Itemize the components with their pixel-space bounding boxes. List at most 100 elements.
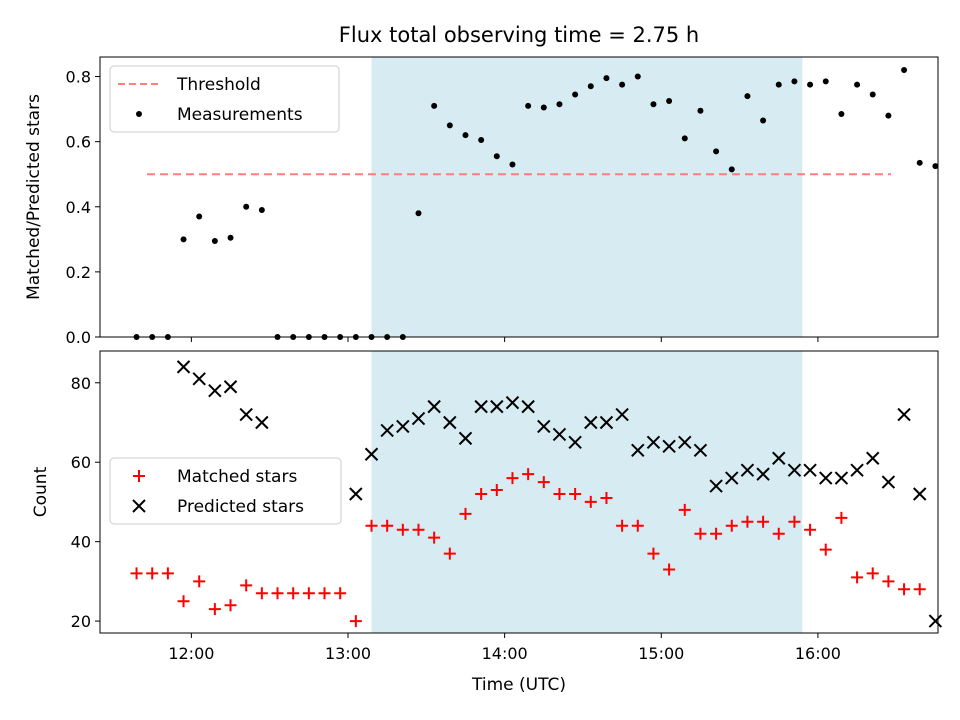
measurements-legend-swatch <box>136 111 142 117</box>
matched-star-points <box>130 468 926 628</box>
ratio-y-tick-label: 0.2 <box>66 263 91 282</box>
predicted-star-point <box>599 415 614 430</box>
measurement-point <box>822 78 829 85</box>
predicted-star-point <box>505 395 520 410</box>
matched-star-point <box>177 595 190 608</box>
matched-star-point <box>788 515 801 528</box>
matched-star-point <box>428 531 441 544</box>
predicted-star-point <box>349 487 363 501</box>
count-panel-frame <box>99 350 939 634</box>
measurement-point <box>509 161 516 168</box>
matched-star-point <box>381 519 394 532</box>
matched-star-point <box>475 487 488 500</box>
matched-star-point <box>412 523 425 536</box>
matched-star-point <box>146 567 159 580</box>
predicted-star-point <box>928 614 943 628</box>
x-tick-label: 12:00 <box>168 644 214 663</box>
measurement-point <box>854 81 861 88</box>
matched-star-point <box>553 487 566 500</box>
count-legend-box <box>109 457 342 525</box>
predicted-star-points <box>176 360 943 628</box>
ratio-y-ticks: 0.0 0.2 0.4 0.6 0.8 <box>66 68 100 347</box>
measurement-point <box>634 73 641 80</box>
predicted-star-point <box>380 423 394 438</box>
measurement-point <box>838 110 845 117</box>
matched-star-point <box>365 519 378 532</box>
measurement-point <box>619 81 626 88</box>
count-y-tick-label: 60 <box>71 453 91 472</box>
measurement-points <box>133 67 939 340</box>
predicted-star-point <box>568 435 582 450</box>
matched-star-point <box>130 567 143 580</box>
matched-star-point <box>506 472 519 485</box>
matched-star-point <box>804 523 817 536</box>
predicted-star-point <box>693 443 708 458</box>
measurement-point <box>869 91 876 98</box>
measurement-point <box>697 107 704 114</box>
measurement-point <box>666 97 673 104</box>
ratio-y-tick-label: 0.8 <box>66 68 91 87</box>
matched-star-point <box>694 527 707 540</box>
predicted-star-point <box>678 435 692 450</box>
measurement-point <box>525 102 532 109</box>
measurement-point <box>431 102 438 109</box>
matched-star-point <box>569 487 582 500</box>
count-y-ticks: 20 40 60 80 <box>71 374 100 631</box>
measurement-point <box>760 117 767 124</box>
predicted-star-point <box>364 447 379 461</box>
matched-star-point <box>193 575 206 588</box>
matched-star-point <box>663 563 676 576</box>
ratio-y-tick-label: 0.6 <box>66 133 91 152</box>
matched-star-point <box>741 515 754 528</box>
matched-star-point <box>522 468 535 481</box>
predicted-star-point <box>192 372 206 386</box>
ratio-legend: Threshold Measurements <box>109 65 340 133</box>
ratio-panel-frame <box>99 56 939 338</box>
predicted-star-point <box>646 435 661 450</box>
measurement-point <box>258 207 265 214</box>
measurement-point <box>446 122 453 129</box>
matched-star-point <box>287 587 300 600</box>
measurement-point <box>478 137 485 144</box>
matched-star-point <box>208 603 221 616</box>
measurement-point <box>603 75 610 82</box>
matched-star-point <box>255 587 268 600</box>
predicted-star-point <box>239 407 253 422</box>
predicted-legend-swatch <box>132 499 146 513</box>
predicted-star-point <box>662 439 676 454</box>
predicted-star-point <box>584 415 598 430</box>
measurement-point <box>807 81 814 88</box>
predicted-star-point <box>615 407 629 422</box>
matched-star-point <box>725 519 738 532</box>
predicted-star-point <box>709 479 723 493</box>
measurement-point <box>196 213 203 220</box>
predicted-star-point <box>521 399 535 414</box>
matched-star-point <box>600 491 613 504</box>
predicted-star-point <box>255 415 269 430</box>
matched-star-point <box>913 583 926 596</box>
measurements-legend-label: Measurements <box>177 105 303 125</box>
measurement-point <box>462 132 469 139</box>
matched-star-point <box>616 519 629 532</box>
predicted-legend-label: Predicted stars <box>177 497 304 517</box>
predicted-star-point <box>725 471 739 485</box>
predicted-star-point <box>427 399 441 414</box>
matched-star-point <box>678 503 691 516</box>
predicted-star-point <box>631 443 645 458</box>
observing-span-bottom <box>371 351 803 633</box>
count-legend: Matched stars Predicted stars <box>109 457 342 525</box>
predicted-star-point <box>787 463 802 477</box>
predicted-star-point <box>176 360 191 374</box>
matched-star-point <box>835 511 848 524</box>
predicted-star-point <box>897 407 911 422</box>
x-tick-label: 14:00 <box>482 644 528 663</box>
x-tick-label: 16:00 <box>795 644 841 663</box>
measurement-point <box>180 236 187 243</box>
matched-star-point <box>898 583 911 596</box>
matched-star-point <box>882 575 895 588</box>
x-axis-label: Time (UTC) <box>471 675 566 695</box>
matched-star-point <box>757 515 770 528</box>
measurement-point <box>227 234 234 241</box>
matched-star-point <box>240 579 253 592</box>
measurement-point <box>493 153 500 160</box>
